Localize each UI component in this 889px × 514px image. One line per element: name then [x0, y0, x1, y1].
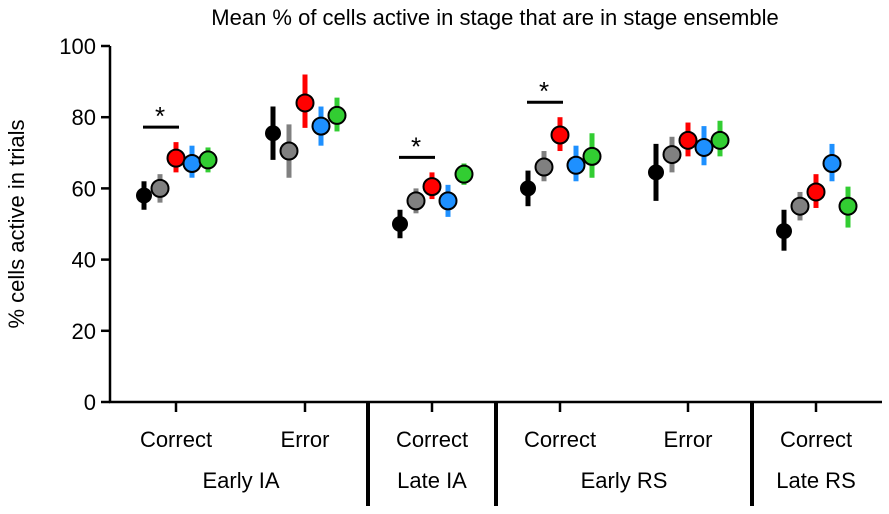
data-marks: * * *: [136, 74, 858, 251]
stage-label: Late IA: [397, 468, 467, 493]
data-point: [182, 153, 202, 173]
data-point: [265, 125, 281, 142]
data-point: [822, 153, 842, 173]
data-point: [838, 196, 858, 216]
condition-label: Correct: [396, 427, 468, 452]
condition-label: Error: [664, 427, 713, 452]
stage-label: Early RS: [581, 468, 668, 493]
data-point: [806, 182, 826, 202]
condition-label: Correct: [140, 427, 212, 452]
data-point: [790, 196, 810, 216]
data-point: [422, 177, 442, 197]
stage-label: Late RS: [776, 468, 856, 493]
data-point: [566, 155, 586, 175]
data-point: [454, 164, 474, 184]
data-point: [694, 137, 714, 157]
significance-star: *: [411, 131, 421, 161]
axes: 0 20 40 60 80 100 Correct Error Correct Correct Er…: [59, 34, 882, 506]
significance-star: *: [539, 76, 549, 106]
stage-label: Early IA: [202, 468, 279, 493]
data-point: [136, 187, 152, 204]
data-point: [150, 178, 170, 198]
data-point: [406, 191, 426, 211]
data-point: [520, 180, 536, 197]
chart-title: Mean % of cells active in stage that are…: [211, 5, 778, 30]
significance-star: *: [155, 101, 165, 131]
data-point: [198, 150, 218, 170]
data-point: [166, 148, 186, 168]
y-tick-label: 40: [72, 248, 96, 273]
data-point: [438, 191, 458, 211]
y-axis-label: % cells active in trials: [4, 119, 29, 328]
y-tick-label: 80: [72, 105, 96, 130]
data-point: [582, 146, 602, 166]
y-tick-label: 100: [59, 34, 96, 59]
condition-label: Correct: [524, 427, 596, 452]
y-tick-label: 0: [84, 390, 96, 415]
data-point: [295, 93, 315, 113]
data-point: [710, 130, 730, 150]
data-point: [327, 105, 347, 125]
data-point: [678, 130, 698, 150]
y-tick-label: 60: [72, 176, 96, 201]
y-tick-label: 20: [72, 319, 96, 344]
condition-label: Error: [281, 427, 330, 452]
condition-label: Correct: [780, 427, 852, 452]
data-point: [550, 125, 570, 145]
data-point: [392, 216, 408, 232]
data-point: [279, 141, 299, 161]
data-point: [648, 164, 664, 181]
data-point: [662, 145, 682, 165]
data-point: [534, 157, 554, 177]
data-point: [311, 116, 331, 136]
data-point: [776, 223, 792, 240]
